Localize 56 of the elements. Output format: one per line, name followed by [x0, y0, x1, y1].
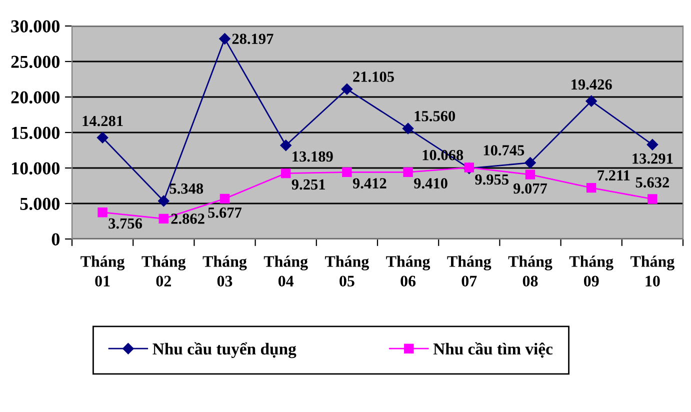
data-label: 3.756	[108, 218, 142, 229]
data-label: 28.197	[232, 34, 274, 44]
y-tick-label: 25.000	[11, 56, 60, 68]
point	[525, 170, 536, 180]
point	[158, 195, 170, 207]
y-tick-label: 30.000	[11, 20, 60, 33]
point	[219, 33, 230, 44]
legend-label: Nhu cầu tìm việc	[433, 342, 553, 358]
point	[220, 194, 230, 204]
point	[280, 140, 292, 151]
point	[96, 132, 108, 144]
point	[402, 122, 414, 134]
x-tick-label: Tháng 02	[142, 256, 186, 287]
x-tick-label: Tháng 07	[447, 256, 492, 287]
x-tick-label: Tháng 06	[386, 256, 430, 287]
data-label: 9.410	[414, 178, 448, 189]
point	[586, 95, 597, 107]
point	[98, 207, 108, 218]
data-label: 21.105	[353, 72, 394, 82]
y-tick-label: 15.000	[12, 126, 60, 140]
x-tick-label: Tháng 10	[630, 256, 674, 287]
data-label: 2.862	[171, 214, 204, 224]
y-tick-label: 5.000	[20, 198, 60, 210]
data-label: 9.412	[352, 178, 386, 189]
x-tick-label: Tháng 03	[202, 256, 247, 287]
y-tick-label: 10.000	[12, 162, 60, 175]
data-label: 15.560	[414, 110, 456, 122]
x-tick-label: Tháng 01	[80, 256, 125, 287]
point	[342, 167, 352, 178]
y-tick-label: 20.000	[11, 91, 60, 104]
point	[646, 139, 658, 150]
point	[586, 182, 596, 193]
data-label: 13.189	[292, 151, 333, 162]
x-tick-label: Tháng 04	[264, 256, 308, 287]
legend-label: Nhu cầu tuyển dụng	[152, 342, 296, 358]
data-label: 14.281	[82, 116, 123, 126]
x-tick-label: Tháng 08	[508, 256, 552, 287]
data-label: 5.677	[208, 208, 242, 218]
point	[158, 214, 169, 224]
point	[524, 157, 536, 168]
data-label: 13.291	[632, 153, 673, 164]
data-label: 19.426	[572, 79, 612, 90]
y-tick-label: 0	[52, 233, 60, 246]
point	[403, 167, 413, 178]
point	[648, 194, 658, 204]
data-label: 9.251	[292, 179, 325, 190]
data-label: 5.348	[170, 183, 204, 194]
data-label: 5.632	[636, 177, 669, 188]
x-tick-label: Tháng 05	[325, 256, 369, 287]
point	[280, 168, 291, 178]
data-label: 10.745	[484, 145, 524, 156]
data-label: 9.955	[475, 174, 509, 185]
point	[341, 84, 353, 95]
data-label: 7.211	[598, 170, 630, 181]
data-label: 9.077	[513, 183, 548, 194]
x-tick-label: Tháng 09	[569, 256, 614, 287]
